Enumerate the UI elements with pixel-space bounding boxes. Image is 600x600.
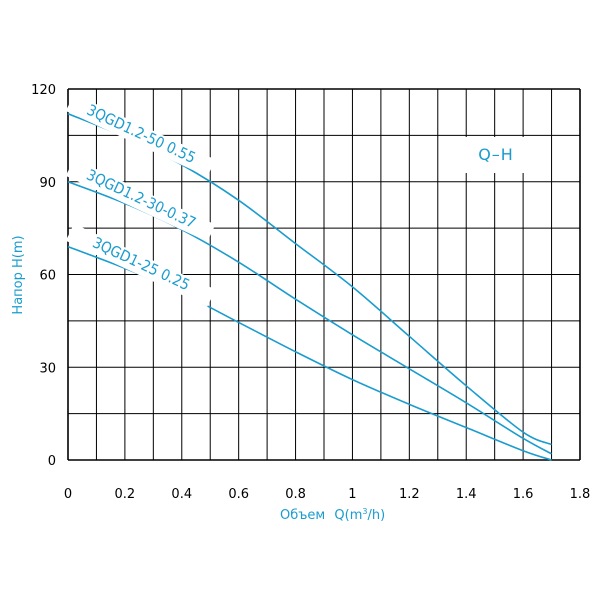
x-axis-title-suffix: /h) xyxy=(367,508,385,523)
y-tick-label: 60 xyxy=(39,269,56,284)
curve-line-2 xyxy=(67,181,552,455)
x-axis-title-sup: 3 xyxy=(362,507,367,516)
legend-text: Q–H xyxy=(478,145,514,164)
curve-label-bg xyxy=(65,223,216,307)
x-tick-label: 0 xyxy=(64,487,72,502)
x-tick-label: 0.4 xyxy=(171,487,192,502)
y-tick-label: 0 xyxy=(48,454,56,469)
x-tick-label: 1.8 xyxy=(570,487,591,502)
grid xyxy=(67,88,581,461)
curve-label-bg xyxy=(65,158,216,242)
x-tick-label: 0.6 xyxy=(228,487,249,502)
curve-line-3 xyxy=(67,245,552,461)
curve-label-1: 3QGD1.2-50 0.55 xyxy=(84,101,198,167)
legend: Q–H xyxy=(463,137,551,173)
x-axis-title-q: Q(m xyxy=(334,508,362,523)
x-tick-label: 1.4 xyxy=(456,487,477,502)
x-tick-label: 0.2 xyxy=(115,487,136,502)
x-tick-label: 0.8 xyxy=(285,487,306,502)
curve-label-bg xyxy=(65,93,216,177)
x-axis-title-prefix: Объем xyxy=(280,508,325,523)
y-tick-label: 120 xyxy=(31,83,56,98)
y-axis-title: Напор H(m) xyxy=(11,235,26,314)
legend-box xyxy=(463,137,551,173)
y-tick-label: 30 xyxy=(39,361,56,376)
x-tick-label: 1.6 xyxy=(513,487,534,502)
curve-label-3: 3QGD1-25 0.25 xyxy=(90,233,193,294)
x-tick-label: 1.2 xyxy=(399,487,420,502)
y-tick-label: 90 xyxy=(39,176,56,191)
x-axis-title: Объем Q(m3/h) xyxy=(280,507,385,523)
x-tick-label: 1 xyxy=(348,487,356,502)
tick-labels: 0 0.2 0.4 0.6 0.8 1 1.2 1.4 1.6 1.8 0 30 60 90 120 xyxy=(31,83,590,502)
